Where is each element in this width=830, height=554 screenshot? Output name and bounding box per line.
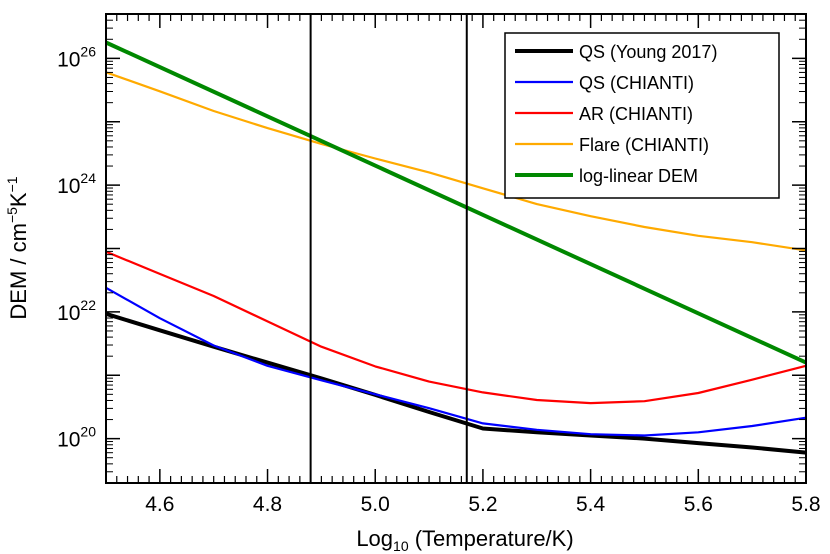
x-tick-label: 5.8 [791, 493, 820, 516]
y-tick-label: 1020 [57, 424, 96, 452]
y-axis-title-mid: K [6, 192, 31, 207]
legend-label-ar-chianti: AR (CHIANTI) [579, 104, 693, 124]
x-axis-title-sub: 10 [393, 538, 409, 554]
legend: QS (Young 2017) QS (CHIANTI) AR (CHIANTI… [504, 32, 780, 199]
x-tick-label: 5.2 [468, 493, 497, 516]
series-line-ar-chianti [105, 250, 807, 405]
x-axis-title-rest: (Temperature/K) [409, 526, 574, 551]
series-line-log-linear [105, 40, 807, 365]
series-line-flare-chianti [105, 71, 807, 252]
y-axis-title: DEM / cm−5K−1 [4, 176, 31, 319]
y-tick-label-base: 10 [57, 175, 80, 198]
y-tick-label-base: 10 [57, 302, 80, 325]
x-tick-label: 4.8 [253, 493, 282, 516]
x-axis-title-base: Log [356, 526, 393, 551]
x-tick-label: 4.6 [145, 493, 174, 516]
y-tick-label-base: 10 [57, 48, 80, 71]
x-axis-title: Log10 (Temperature/K) [356, 526, 573, 554]
x-tick-label: 5.4 [576, 493, 606, 516]
legend-label-qs-chianti: QS (CHIANTI) [579, 73, 694, 93]
y-tick-label-exponent: 22 [80, 297, 96, 313]
y-tick-label-exponent: 20 [80, 424, 96, 440]
y-tick-label: 1022 [57, 297, 96, 325]
x-tick-label: 5.6 [684, 493, 713, 516]
y-tick-label-exponent: 26 [80, 43, 96, 59]
series-line-qs-chianti [105, 286, 807, 437]
y-tick-label: 1026 [57, 43, 96, 71]
y-tick-label-exponent: 24 [80, 170, 96, 186]
y-axis-title-exp1: −5 [4, 207, 20, 223]
series-layer [105, 40, 807, 455]
legend-label-log-linear: log-linear DEM [579, 166, 698, 186]
y-axis-title-exp2: −1 [4, 176, 20, 192]
legend-label-qs-young: QS (Young 2017) [579, 42, 717, 62]
plot-frame [105, 13, 807, 484]
y-axis-title-prefix: DEM / cm [6, 223, 31, 320]
y-tick-label: 1024 [57, 170, 96, 198]
x-tick-label: 5.0 [361, 493, 390, 516]
y-tick-label-base: 10 [57, 429, 80, 452]
vertical-lines [309, 14, 468, 483]
legend-label-flare-chianti: Flare (CHIANTI) [579, 135, 709, 155]
legend-box [504, 32, 780, 199]
